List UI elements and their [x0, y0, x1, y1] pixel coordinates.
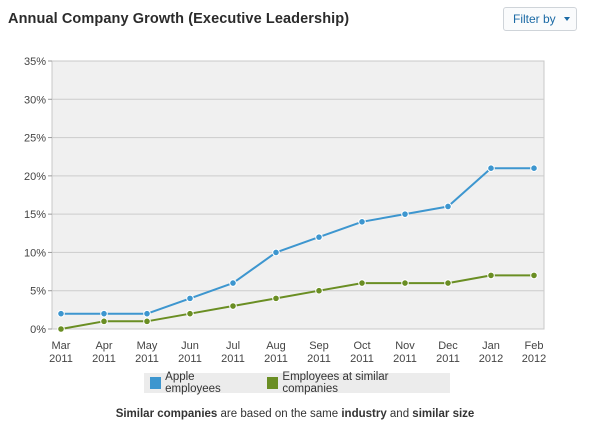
series-0-point-9	[444, 202, 452, 211]
x-tick-label-year-10: 2012	[479, 353, 503, 365]
series-0-point-10	[487, 164, 495, 172]
series-1-point-10	[487, 271, 495, 280]
series-1-point-7	[358, 279, 366, 287]
y-tick-label-4: 20%	[24, 171, 46, 183]
x-tick-label-month-1: Apr	[95, 340, 112, 352]
y-tick-label-3: 15%	[24, 209, 46, 221]
x-tick-label-year-0: 2011	[49, 353, 73, 365]
series-1-point-2	[143, 317, 151, 326]
x-tick-label-month-7: Oct	[353, 340, 370, 352]
x-tick-label-year-9: 2011	[436, 353, 460, 365]
series-line-0	[61, 167, 534, 315]
y-tick-label-0: 0%	[30, 324, 46, 336]
legend: Apple employees Employees at similar com…	[144, 371, 450, 395]
x-tick-label-year-1: 2011	[92, 353, 116, 365]
y-tick-label-6: 30%	[24, 94, 46, 106]
series-1-point-9	[444, 279, 452, 287]
chart-title: Annual Company Growth (Executive Leaders…	[8, 11, 350, 27]
x-tick-label-month-9: Dec	[438, 340, 458, 352]
caption-text-2: and	[386, 408, 413, 420]
series-0-point-11	[530, 164, 538, 172]
filter-by-label: Filter by	[513, 12, 556, 26]
y-tick-label-7: 35%	[24, 56, 46, 68]
legend-label-similar: Employees at similar companies	[282, 371, 389, 395]
x-tick-label-year-3: 2011	[178, 353, 202, 365]
x-tick-label-month-11: Feb	[525, 340, 544, 352]
x-tick-label-month-3: Jun	[181, 340, 199, 352]
caption-similar-companies: Similar companies	[115, 408, 218, 420]
series-0-point-2	[143, 309, 151, 318]
x-tick-label-month-10: Jan	[482, 340, 500, 352]
x-tick-label-month-4: Jul	[226, 340, 240, 352]
x-tick-label-year-11: 2012	[522, 353, 546, 365]
footnote-caption: Similar companies are based on the same …	[0, 408, 590, 420]
y-tick-label-2: 10%	[24, 247, 46, 259]
series-0-point-6	[315, 233, 323, 241]
x-tick-label-year-8: 2011	[393, 353, 417, 365]
series-0-point-4	[229, 279, 237, 287]
series-1-point-6	[315, 286, 323, 295]
legend-swatch-similar	[267, 377, 279, 389]
legend-swatch-apple	[150, 377, 162, 389]
series-0-point-1	[100, 309, 108, 318]
series-0-point-8	[401, 210, 409, 218]
series-1-point-4	[229, 302, 237, 310]
x-tick-label-year-7: 2011	[350, 353, 374, 365]
caption-text-1: are based on the same	[217, 408, 342, 420]
caption-similar-size: similar size	[412, 408, 475, 420]
series-0-point-0	[57, 309, 65, 318]
x-tick-label-year-6: 2011	[307, 353, 331, 365]
y-tick-label-5: 25%	[24, 133, 46, 145]
y-tick-label-1: 5%	[30, 286, 46, 298]
series-1-point-3	[186, 309, 194, 318]
x-tick-label-month-5: Aug	[266, 340, 286, 352]
series-1-point-1	[100, 317, 108, 326]
series-1-point-5	[272, 294, 280, 303]
series-line-1	[60, 274, 534, 330]
series-1-point-11	[530, 271, 538, 280]
series-0-point-7	[358, 218, 366, 226]
legend-item-similar[interactable]: Employees at similar companies	[267, 371, 436, 395]
legend-label-apple: Apple employees	[165, 371, 221, 395]
series-0-point-5	[272, 248, 280, 257]
line-chart: 0%5%10%15%20%25%30%35%Mar2011Apr2011May2…	[24, 56, 546, 365]
x-tick-label-month-8: Nov	[395, 340, 415, 352]
x-tick-label-year-2: 2011	[135, 353, 159, 365]
x-tick-label-month-0: Mar	[52, 340, 71, 352]
series-1-point-8	[401, 279, 409, 287]
legend-item-apple[interactable]: Apple employees	[150, 371, 247, 395]
caret-down-icon	[563, 17, 570, 21]
x-tick-label-year-4: 2011	[221, 353, 245, 365]
series-0-point-3	[186, 294, 194, 303]
x-tick-label-month-6: Sep	[309, 340, 329, 352]
plot-area	[51, 60, 545, 330]
x-tick-label-month-2: May	[137, 340, 158, 352]
x-tick-label-year-5: 2011	[264, 353, 288, 365]
filter-by-dropdown[interactable]: Filter by	[503, 7, 577, 31]
caption-industry: industry	[341, 408, 387, 420]
series-1-point-0	[57, 325, 65, 333]
